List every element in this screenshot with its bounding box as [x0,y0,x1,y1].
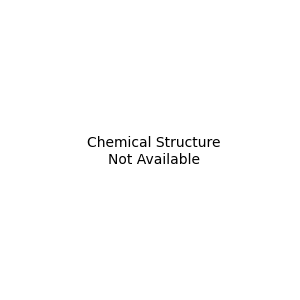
Text: Chemical Structure
Not Available: Chemical Structure Not Available [87,136,220,166]
